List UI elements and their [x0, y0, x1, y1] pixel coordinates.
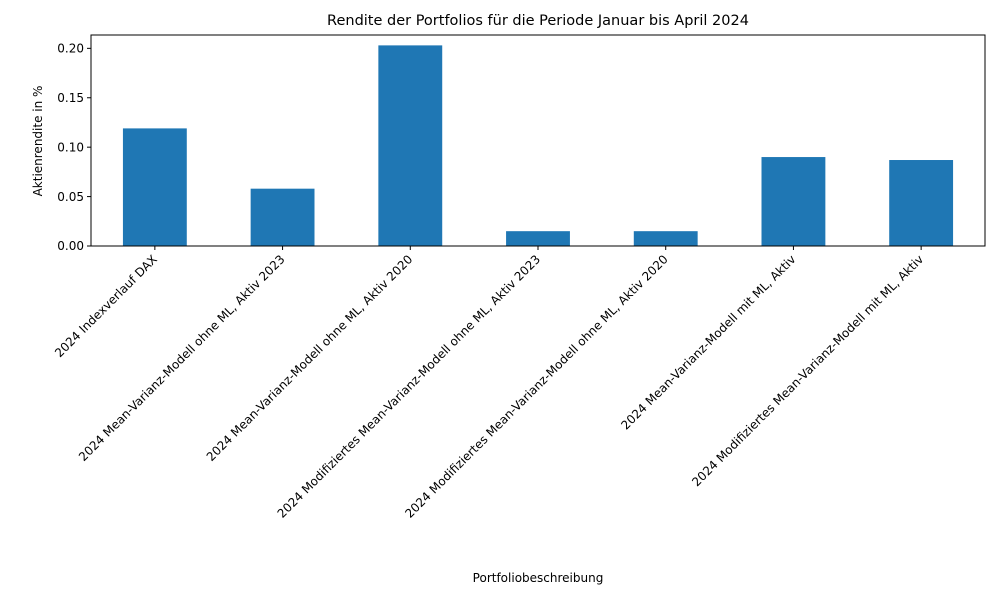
y-tick-label: 0.05 [57, 190, 84, 204]
x-axis-label: Portfoliobeschreibung [473, 571, 604, 585]
bar [761, 157, 826, 246]
y-tick-label: 0.15 [57, 91, 84, 105]
x-tick-label: 2024 Modifiziertes Mean-Varianz-Modell o… [275, 252, 544, 521]
x-tick-label: 2024 Mean-Varianz-Modell ohne ML, Aktiv … [76, 252, 288, 464]
x-tick-label: 2024 Modifiziertes Mean-Varianz-Modell m… [689, 252, 926, 489]
chart-title: Rendite der Portfolios für die Periode J… [327, 13, 749, 29]
bar [378, 45, 443, 246]
bar [122, 128, 187, 246]
plot-area: 0.00 0.05 0.10 0.15 0.20 2024 Indexverlauf DA… [52, 34, 986, 521]
x-tick-label: 2024 Indexverlauf DAX [52, 252, 160, 360]
plot-frame [90, 34, 986, 247]
bar [506, 231, 570, 246]
x-tick-label: 2024 Modifiziertes Mean-Varianz-Modell o… [402, 252, 671, 521]
bar [889, 160, 954, 246]
x-tick-label: 2024 Mean-Varianz-Modell ohne ML, Aktiv … [204, 252, 416, 464]
bar [633, 231, 698, 246]
y-axis-label: Aktienrendite in % [31, 86, 45, 197]
y-tick-label: 0.10 [57, 140, 84, 154]
y-tick-label: 0.00 [57, 239, 84, 253]
y-tick-label: 0.20 [57, 42, 84, 56]
bar [250, 188, 315, 246]
